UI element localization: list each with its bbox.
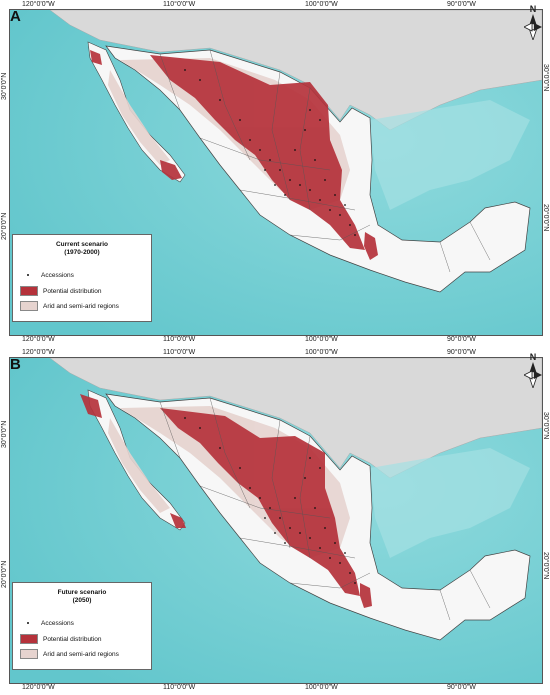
arid-swatch-icon (20, 649, 38, 659)
tick-lon-110-bottom: 110°0'0"W (163, 336, 196, 343)
tick-lon-110: 110°0'0"W (163, 349, 196, 356)
potential-swatch-icon (20, 634, 38, 644)
panel-letter: A (10, 8, 21, 25)
accessions-points (184, 69, 356, 236)
map-panel-current: 120°0'0"W 110°0'0"W 100°0'0"W 90°0'0"W 1… (0, 0, 550, 347)
tick-lon-90: 90°0'0"W (447, 349, 476, 356)
tick-lon-110: 110°0'0"W (163, 1, 196, 8)
arid-swatch-icon (20, 301, 38, 311)
usa-landmass (49, 358, 542, 479)
tick-lon-100-bottom: 100°0'0"W (305, 336, 338, 343)
legend-box: Current scenario (1970-2000) Accessions … (12, 234, 152, 322)
legend-label: Accessions (41, 271, 74, 279)
legend-item-accessions: Accessions (20, 619, 74, 627)
tick-lon-110-bottom: 110°0'0"W (163, 684, 196, 691)
state-borders (159, 49, 491, 273)
map-panel-future: 120°0'0"W 110°0'0"W 100°0'0"W 90°0'0"W 1… (0, 348, 550, 695)
tick-lon-90-bottom: 90°0'0"W (447, 336, 476, 343)
tick-lon-90-bottom: 90°0'0"W (447, 684, 476, 691)
compass-rose-icon (523, 14, 542, 42)
legend-title-line1: Future scenario (57, 589, 107, 596)
legend-title-line1: Current scenario (55, 241, 109, 248)
tick-lat-30-right: 30°0'0"N (542, 64, 549, 92)
tick-lon-120: 120°0'0"W (22, 1, 55, 8)
usa-landmass (49, 10, 542, 131)
tick-lat-20-right: 20°0'0"N (542, 552, 549, 580)
legend-item-accessions: Accessions (20, 271, 74, 279)
tick-lat-30: 30°0'0"N (1, 72, 8, 100)
north-arrow-icon: N (522, 352, 544, 390)
tick-lat-20: 20°0'0"N (1, 560, 8, 588)
gulf-shelf (370, 448, 530, 558)
legend-label: Potential distribution (43, 635, 102, 643)
legend-label: Arid and semi-arid regions (43, 650, 119, 658)
potential-distribution (80, 394, 372, 608)
north-arrow-icon: N (522, 4, 544, 42)
legend-title-line2: (2050) (72, 597, 92, 604)
north-label: N (529, 352, 537, 362)
legend-label: Arid and semi-arid regions (43, 302, 119, 310)
legend-item-potential: Potential distribution (20, 634, 102, 644)
potential-swatch-icon (20, 286, 38, 296)
tick-lon-120-bottom: 120°0'0"W (22, 684, 55, 691)
legend-item-potential: Potential distribution (20, 286, 102, 296)
legend-title-line2: (1970-2000) (64, 249, 100, 256)
accessions-points (184, 417, 356, 584)
legend-box: Future scenario (2050) Accessions Potent… (12, 582, 152, 670)
tick-lon-100-bottom: 100°0'0"W (305, 684, 338, 691)
panel-letter: B (10, 356, 21, 373)
legend-label: Accessions (41, 619, 74, 627)
tick-lat-20: 20°0'0"N (1, 212, 8, 240)
legend-item-arid: Arid and semi-arid regions (20, 301, 119, 311)
tick-lon-100: 100°0'0"W (305, 349, 338, 356)
legend-label: Potential distribution (43, 287, 102, 295)
accessions-dot-icon (27, 274, 29, 276)
accessions-dot-icon (27, 622, 29, 624)
tick-lon-100: 100°0'0"W (305, 1, 338, 8)
potential-distribution (90, 50, 378, 260)
state-borders (159, 397, 491, 621)
tick-lon-120-bottom: 120°0'0"W (22, 336, 55, 343)
tick-lon-90: 90°0'0"W (447, 1, 476, 8)
compass-rose-icon (523, 362, 542, 390)
north-label: N (529, 4, 537, 14)
legend-item-arid: Arid and semi-arid regions (20, 649, 119, 659)
tick-lon-120: 120°0'0"W (22, 349, 55, 356)
gulf-shelf (370, 100, 530, 210)
tick-lat-20-right: 20°0'0"N (542, 204, 549, 232)
tick-lat-30-right: 30°0'0"N (542, 412, 549, 440)
tick-lat-30: 30°0'0"N (1, 420, 8, 448)
